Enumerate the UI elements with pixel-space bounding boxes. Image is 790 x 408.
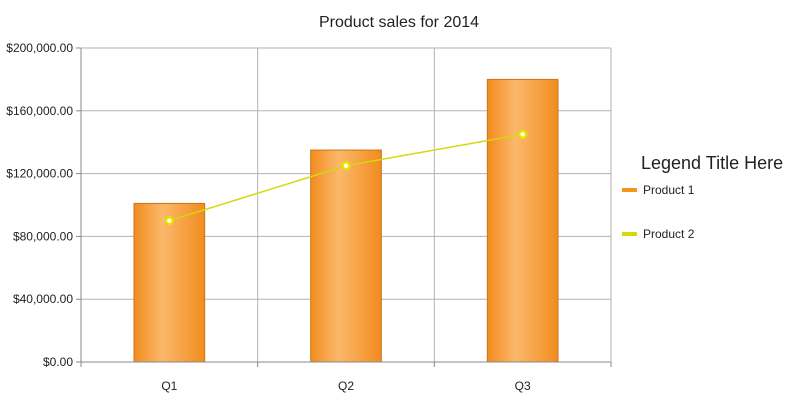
y-tick-label: $40,000.00: [13, 292, 73, 306]
y-tick-label: $80,000.00: [13, 229, 73, 243]
bar-product-1[interactable]: [133, 202, 206, 363]
y-tick-label: $200,000.00: [6, 41, 73, 55]
y-tick-label: $120,000.00: [6, 167, 73, 181]
bar-product-1[interactable]: [486, 78, 559, 363]
x-tick-label: Q2: [338, 379, 354, 393]
legend: Legend Title Here Product 1 Product 2: [622, 153, 783, 241]
point-product-2[interactable]: [517, 129, 528, 140]
legend-title: Legend Title Here: [641, 153, 783, 173]
legend-label[interactable]: Product 1: [643, 183, 695, 197]
bar-product-1[interactable]: [310, 149, 382, 363]
x-tick-label: Q1: [161, 379, 177, 393]
line-series: [164, 129, 528, 226]
bar-series: [133, 78, 559, 363]
legend-label[interactable]: Product 2: [643, 227, 695, 241]
y-tick-label: $0.00: [43, 355, 73, 369]
x-tick-label: Q3: [515, 379, 531, 393]
chart-title: Product sales for 2014: [319, 14, 479, 31]
y-tick-label: $160,000.00: [6, 104, 73, 118]
point-product-2[interactable]: [164, 215, 175, 226]
axes: $0.00 $40,000.00 $80,000.00 $120,000.00 $160…: [6, 41, 612, 393]
point-product-2[interactable]: [341, 161, 351, 171]
